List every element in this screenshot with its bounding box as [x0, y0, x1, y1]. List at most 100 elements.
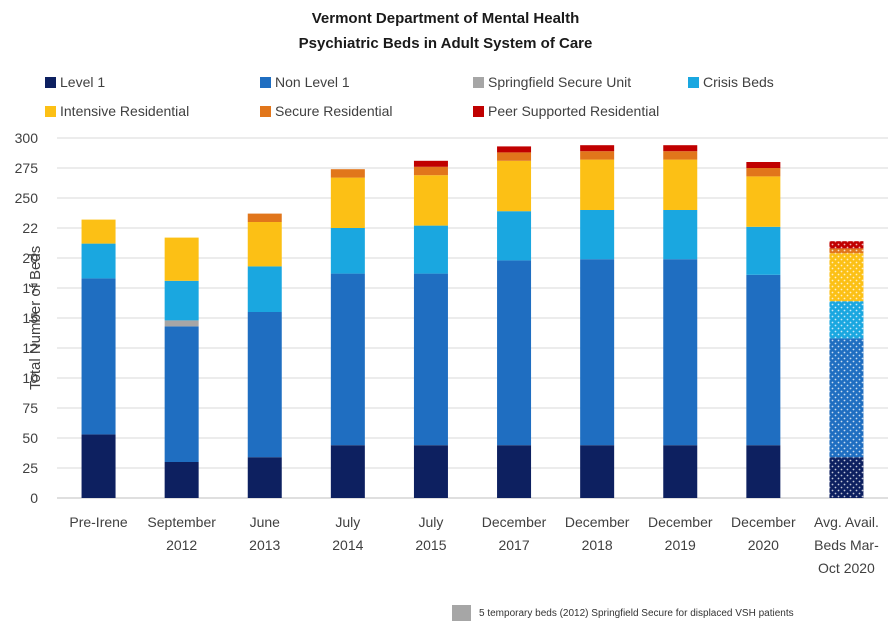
legend-swatch: [260, 105, 271, 117]
legend-swatch: [473, 105, 484, 117]
bar-segment: [580, 151, 615, 160]
y-tick-label: 12: [22, 340, 38, 356]
bar-segment-pattern: [829, 338, 864, 458]
bar-segment: [497, 160, 532, 212]
x-tick-label: September: [147, 514, 216, 530]
bar-segment: [497, 211, 532, 261]
legend-swatch: [45, 105, 56, 117]
y-tick-label: 20: [22, 250, 38, 266]
y-tick-label: 250: [15, 190, 39, 206]
y-axis-ticks: 0 25 50 75 10 12 15 17 20 22 250 275 300: [15, 130, 39, 506]
footnote: 5 temporary beds (2012) Springfield Secu…: [452, 605, 794, 621]
bar-segment: [330, 177, 365, 228]
bar-segment: [330, 273, 365, 446]
bar-segment: [746, 445, 781, 498]
bar-segment-pattern: [829, 301, 864, 339]
x-tick-label: December: [731, 514, 796, 530]
x-tick-label: 2015: [415, 537, 446, 553]
bar-segment: [663, 259, 698, 446]
bar-segment: [164, 320, 199, 327]
x-tick-label: Pre-Irene: [69, 514, 128, 530]
bar-segment: [164, 462, 199, 498]
bar-segment: [663, 210, 698, 260]
bar-segment: [247, 213, 282, 222]
legend-label: Secure Residential: [275, 103, 393, 119]
bar-segment: [247, 266, 282, 312]
bar-segment: [247, 222, 282, 267]
legend-item-non-level-1: Non Level 1: [260, 74, 350, 90]
y-tick-label: 10: [22, 370, 38, 386]
x-axis-ticks: Pre-Irene September 2012 June 2013 July 2014 Ju…: [69, 514, 879, 576]
y-tick-label: 22: [22, 220, 38, 236]
bar-segment: [497, 146, 532, 153]
x-tick-label: 2013: [249, 537, 280, 553]
bar-segment: [413, 160, 448, 167]
bar-segment: [746, 176, 781, 227]
bar-segment: [413, 225, 448, 274]
bar-segment: [81, 219, 116, 244]
legend-swatch: [473, 76, 484, 88]
y-tick-label: 300: [15, 130, 39, 146]
legend-label: Crisis Beds: [703, 74, 774, 90]
legend-swatch: [688, 76, 699, 88]
y-tick-label: 50: [22, 430, 38, 446]
bar-segment: [497, 445, 532, 498]
bar-segment: [580, 259, 615, 446]
legend-label: Springfield Secure Unit: [488, 74, 632, 90]
bar-segment: [746, 162, 781, 168]
bar-segment: [746, 226, 781, 275]
bar-segment: [330, 169, 365, 178]
y-tick-label: 15: [22, 310, 38, 326]
bar-segment: [164, 280, 199, 321]
bar-segment: [330, 445, 365, 498]
x-tick-label: July: [335, 514, 360, 530]
chart-subtitle: Psychiatric Beds in Adult System of Care: [298, 35, 593, 52]
footnote-swatch: [452, 605, 471, 621]
x-tick-label: Beds Mar-: [814, 537, 879, 553]
bar-segment: [663, 151, 698, 160]
chart-title: Vermont Department of Mental Health: [311, 10, 580, 27]
legend-label: Non Level 1: [275, 74, 350, 90]
x-tick-label: Avg. Avail.: [814, 514, 879, 530]
bar-segment-pattern: [829, 241, 864, 249]
bar-segment: [580, 445, 615, 498]
y-tick-label: 17: [22, 280, 38, 296]
bar-segment: [663, 145, 698, 152]
footnote-text: 5 temporary beds (2012) Springfield Secu…: [479, 607, 794, 619]
bar-segment: [663, 159, 698, 210]
x-tick-label: December: [648, 514, 713, 530]
y-tick-label: 75: [22, 400, 38, 416]
bar-segment: [413, 166, 448, 176]
y-tick-label: 0: [30, 490, 38, 506]
bar-segment: [580, 210, 615, 260]
legend-item-secure-residential: Secure Residential: [260, 103, 393, 119]
legend-item-intensive-residential: Intensive Residential: [45, 103, 189, 119]
y-tick-label: 25: [22, 460, 38, 476]
bars: [81, 145, 864, 498]
legend-item-level-1: Level 1: [45, 74, 105, 90]
bar-segment: [247, 457, 282, 498]
bar-segment: [330, 228, 365, 274]
bar-segment: [746, 274, 781, 446]
x-tick-label: July: [418, 514, 443, 530]
x-tick-label: 2018: [582, 537, 613, 553]
legend-swatch: [45, 76, 56, 88]
legend-item-crisis-beds: Crisis Beds: [688, 74, 774, 90]
y-tick-label: 275: [15, 160, 39, 176]
bar-segment: [164, 237, 199, 281]
legend-swatch: [260, 76, 271, 88]
bar-segment: [580, 159, 615, 210]
x-tick-label: December: [565, 514, 630, 530]
bar-segment: [663, 445, 698, 498]
x-tick-label: 2014: [332, 537, 363, 553]
legend-item-springfield-secure-unit: Springfield Secure Unit: [473, 74, 631, 90]
legend-label: Intensive Residential: [60, 103, 190, 119]
bar-segment: [580, 145, 615, 152]
bar-segment-pattern: [829, 457, 864, 498]
bar-segment: [413, 273, 448, 446]
bar-segment: [81, 278, 116, 435]
bar-segment: [81, 243, 116, 279]
x-tick-label: 2017: [498, 537, 529, 553]
x-tick-label: Oct 2020: [818, 560, 875, 576]
